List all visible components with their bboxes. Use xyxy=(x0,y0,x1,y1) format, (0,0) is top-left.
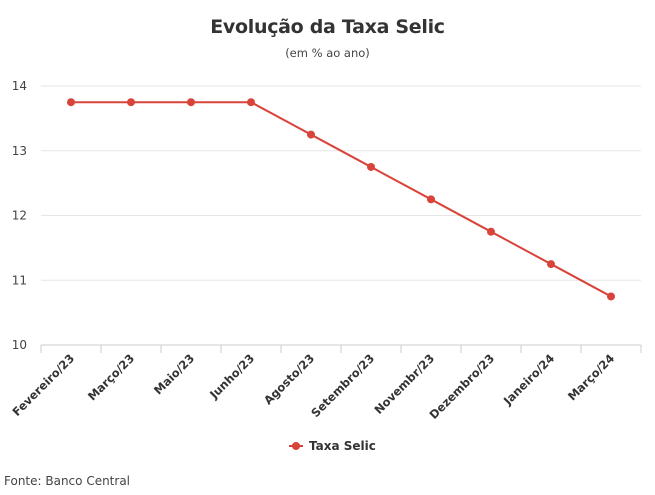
data-point xyxy=(427,195,435,204)
source-note: Fonte: Banco Central xyxy=(4,474,131,488)
y-tick-label: 11 xyxy=(12,273,27,287)
data-point xyxy=(487,227,495,236)
y-tick-label: 14 xyxy=(12,79,27,93)
x-tick-label: Maio/23 xyxy=(151,351,197,397)
x-tick-label: Novembr/23 xyxy=(371,351,437,417)
x-tick-label: Fevereiro/23 xyxy=(9,351,77,419)
x-tick-label: Dezembro/23 xyxy=(427,351,498,422)
data-point xyxy=(127,98,135,107)
legend-label: Taxa Selic xyxy=(309,439,376,453)
y-tick-label: 13 xyxy=(12,144,27,158)
x-tick-label: Junho/23 xyxy=(206,351,257,402)
legend-marker xyxy=(292,442,300,450)
data-point xyxy=(367,162,375,171)
data-point xyxy=(67,98,75,107)
data-point xyxy=(307,130,315,139)
data-point xyxy=(607,292,615,301)
x-tick-label: Setembro/23 xyxy=(308,351,377,420)
y-tick-label: 10 xyxy=(12,338,27,352)
x-tick-label: Janeiro/24 xyxy=(500,351,557,408)
x-tick-label: Agosto/23 xyxy=(261,351,317,407)
data-point xyxy=(187,98,195,107)
x-tick-label: Março/23 xyxy=(85,351,137,403)
data-point xyxy=(247,98,255,107)
series-line xyxy=(71,101,612,298)
data-point xyxy=(547,260,555,269)
y-tick-label: 12 xyxy=(12,209,27,223)
chart-subtitle: (em % ao ano) xyxy=(285,46,370,60)
x-tick-label: Março/24 xyxy=(565,351,617,403)
chart-title: Evolução da Taxa Selic xyxy=(210,16,445,38)
